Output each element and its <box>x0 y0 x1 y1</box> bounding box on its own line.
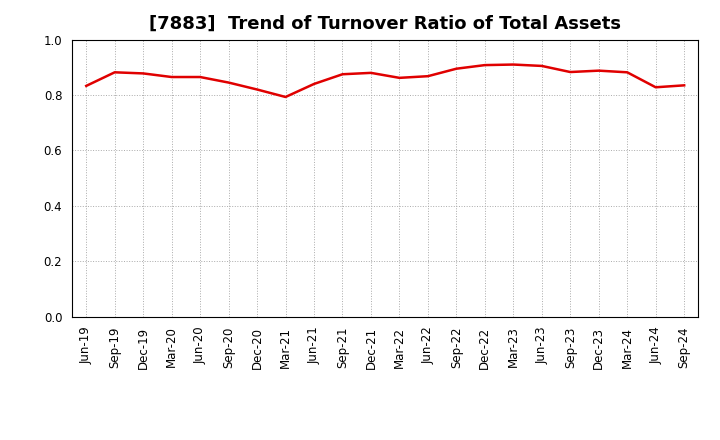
Title: [7883]  Trend of Turnover Ratio of Total Assets: [7883] Trend of Turnover Ratio of Total … <box>149 15 621 33</box>
